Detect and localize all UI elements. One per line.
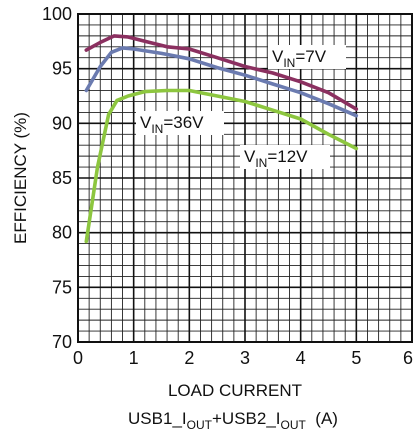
series-layer — [84, 34, 359, 244]
series-annotation-3: VIN=12V — [244, 147, 308, 170]
annotation-background — [240, 145, 330, 169]
x-tick-labels: 0 1 2 3 4 5 6 — [73, 348, 413, 368]
y-axis-label: EFFICIENCY (%) — [11, 112, 30, 244]
x-tick-label: 0 — [73, 348, 83, 368]
annotation-background — [268, 45, 346, 69]
x-tick-label: 6 — [403, 348, 413, 368]
x-tick-label: 5 — [351, 348, 361, 368]
x-tick-label: 2 — [184, 348, 194, 368]
y-tick-label: 70 — [52, 332, 72, 352]
y-tick-label: 95 — [52, 59, 72, 79]
series-line-3 — [84, 88, 359, 244]
y-tick-label: 75 — [52, 277, 72, 297]
series-line-2 — [84, 46, 359, 118]
x-tick-label: 4 — [296, 348, 306, 368]
y-tick-label: 90 — [52, 113, 72, 133]
series-annotation-2: VIN=36V — [140, 113, 204, 136]
plot-frame — [77, 13, 413, 343]
x-axis-sublabel: USB1_IOUT+USB2_IOUT (A) — [128, 409, 338, 432]
y-tick-label: 80 — [52, 223, 72, 243]
x-tick-label: 1 — [129, 348, 139, 368]
y-tick-label: 100 — [42, 4, 72, 24]
series-line-1 — [84, 34, 359, 111]
annotation-background — [136, 111, 224, 135]
series-annotation-1: VIN=7V — [272, 47, 327, 70]
annotation-layer: VIN=7V VIN=36V VIN=12V — [136, 45, 346, 170]
x-tick-label: 3 — [240, 348, 250, 368]
y-tick-labels: 70 75 80 85 90 95 100 — [42, 4, 72, 352]
major-grid — [78, 14, 412, 342]
y-tick-label: 85 — [52, 168, 72, 188]
x-axis-label: LOAD CURRENT — [168, 381, 302, 400]
